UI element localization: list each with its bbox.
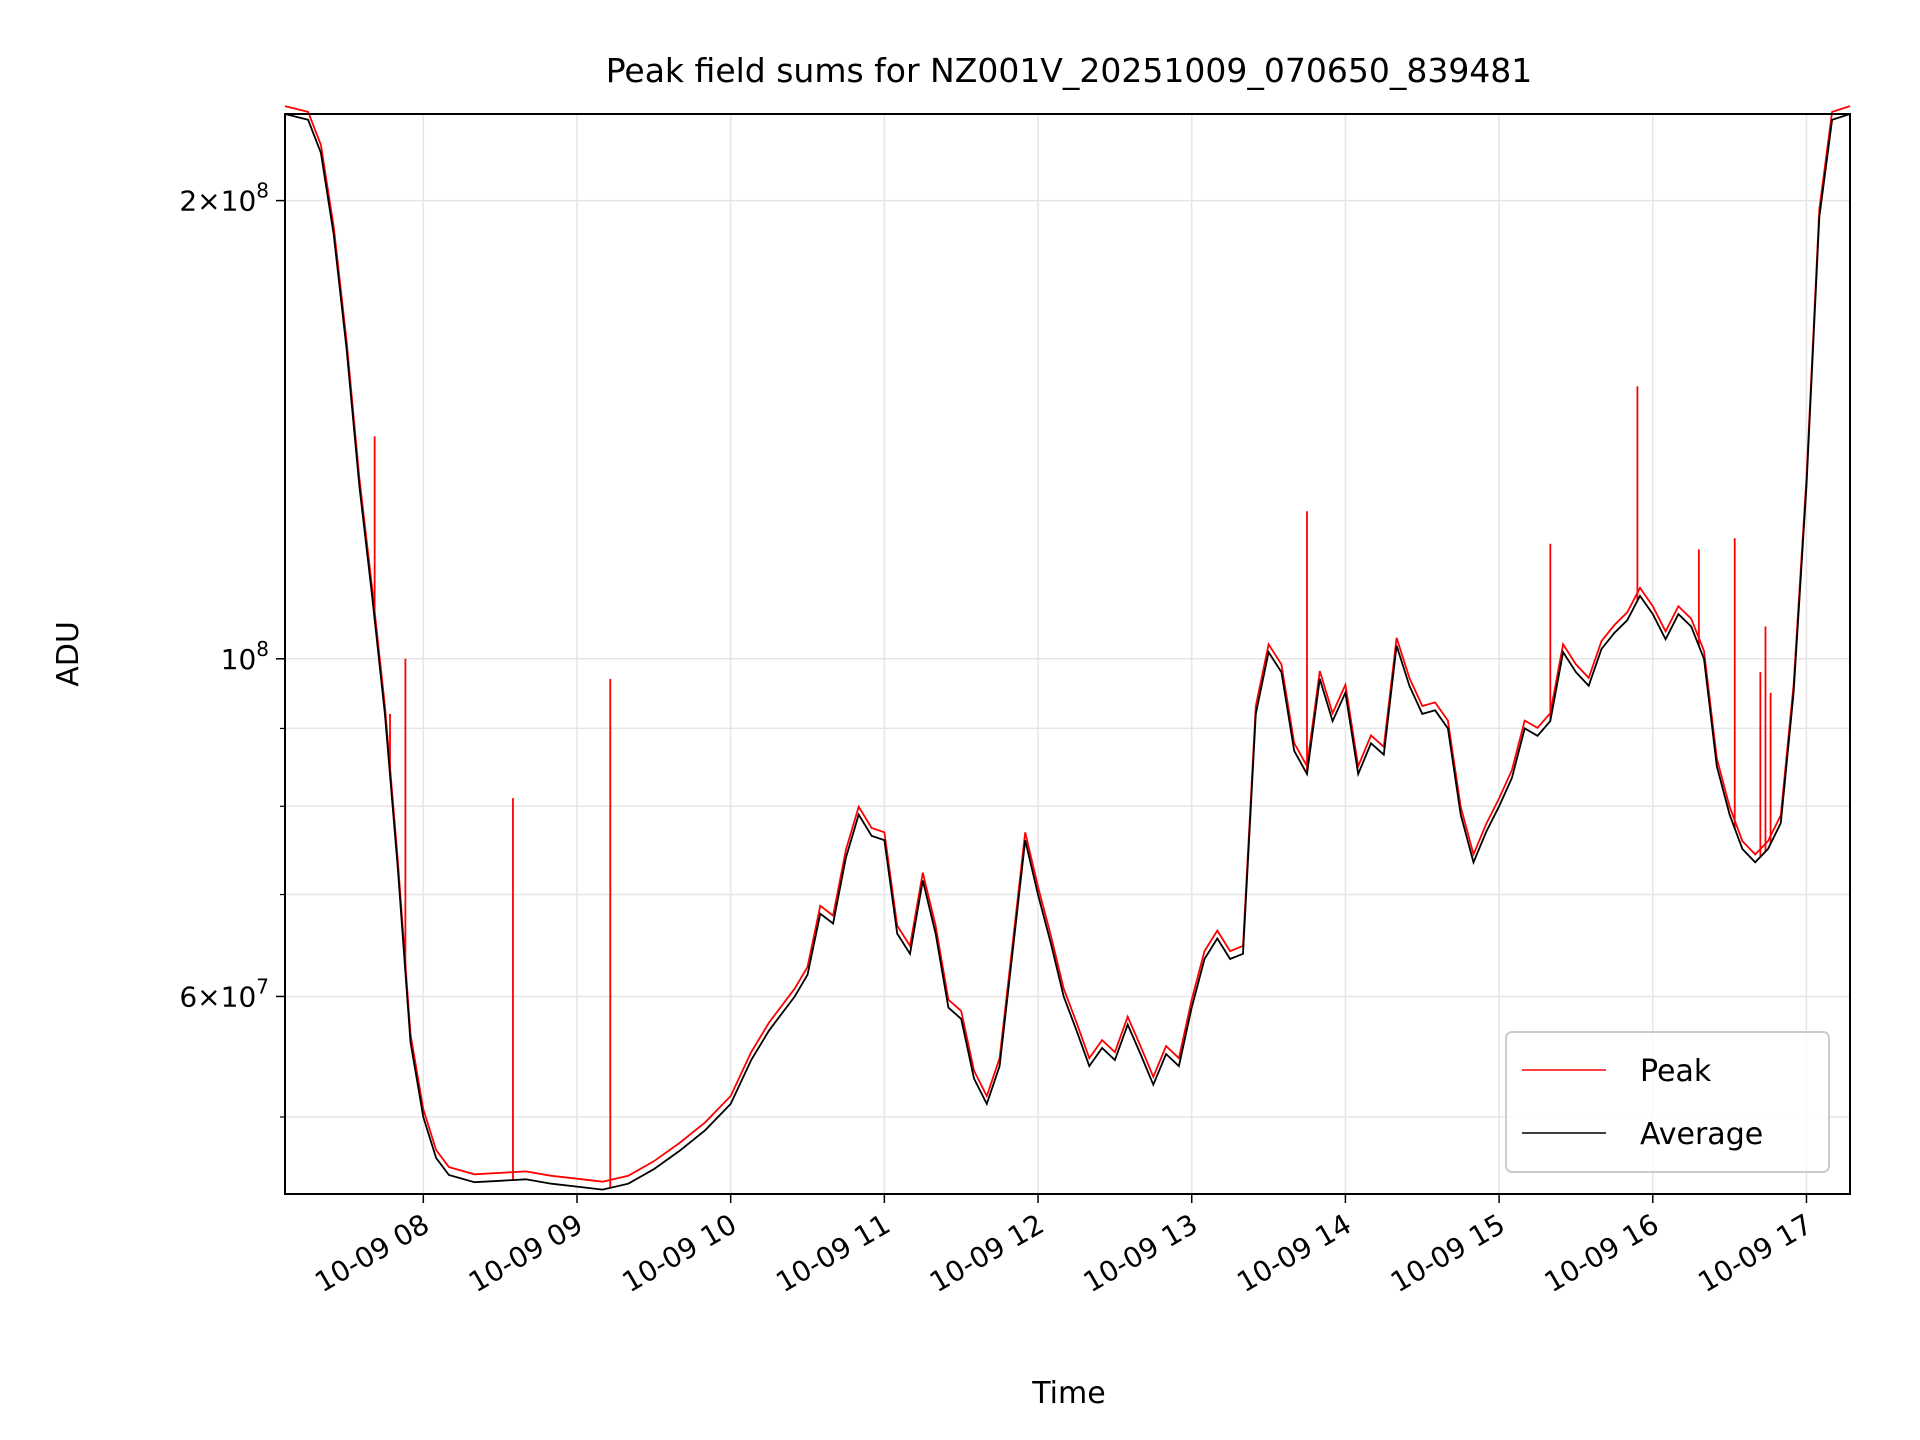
y-tick-label: 2×108 xyxy=(179,179,269,218)
series-average xyxy=(284,113,1851,1191)
plot-frame xyxy=(284,113,1851,1195)
legend: Peak Average xyxy=(1505,1031,1830,1173)
x-tick-label: 10-09 12 xyxy=(924,1207,1050,1299)
y-tick-label: 6×107 xyxy=(179,974,269,1013)
x-tick-label: 10-09 13 xyxy=(1078,1207,1204,1299)
x-tick-label: 10-09 10 xyxy=(617,1207,743,1299)
x-tick-label: 10-09 11 xyxy=(770,1207,896,1299)
peak-line xyxy=(284,105,1851,1183)
legend-label-average: Average xyxy=(1640,1117,1763,1152)
y-tick-label: 108 xyxy=(221,637,269,676)
x-tick-label: 10-09 08 xyxy=(309,1207,435,1299)
x-tick-label: 10-09 09 xyxy=(463,1207,589,1299)
x-tick-label: 10-09 16 xyxy=(1539,1207,1665,1299)
y-axis: 2×108 108 6×107 xyxy=(179,179,285,1118)
y-axis-label: ADU xyxy=(51,621,86,687)
x-axis-label: Time xyxy=(1031,1376,1105,1411)
average-line xyxy=(284,113,1851,1191)
x-tick-label: 10-09 14 xyxy=(1231,1207,1357,1299)
series-peak xyxy=(284,105,1851,1188)
legend-box xyxy=(1505,1031,1830,1173)
chart-title: Peak field sums for NZ001V_20251009_0706… xyxy=(606,51,1533,90)
legend-label-peak: Peak xyxy=(1640,1054,1712,1089)
x-axis: 10-09 08 10-09 09 10-09 10 10-09 11 10-09 12… xyxy=(309,1194,1818,1299)
x-tick-label: 10-09 17 xyxy=(1692,1207,1818,1299)
x-tick-label: 10-09 15 xyxy=(1385,1207,1511,1299)
